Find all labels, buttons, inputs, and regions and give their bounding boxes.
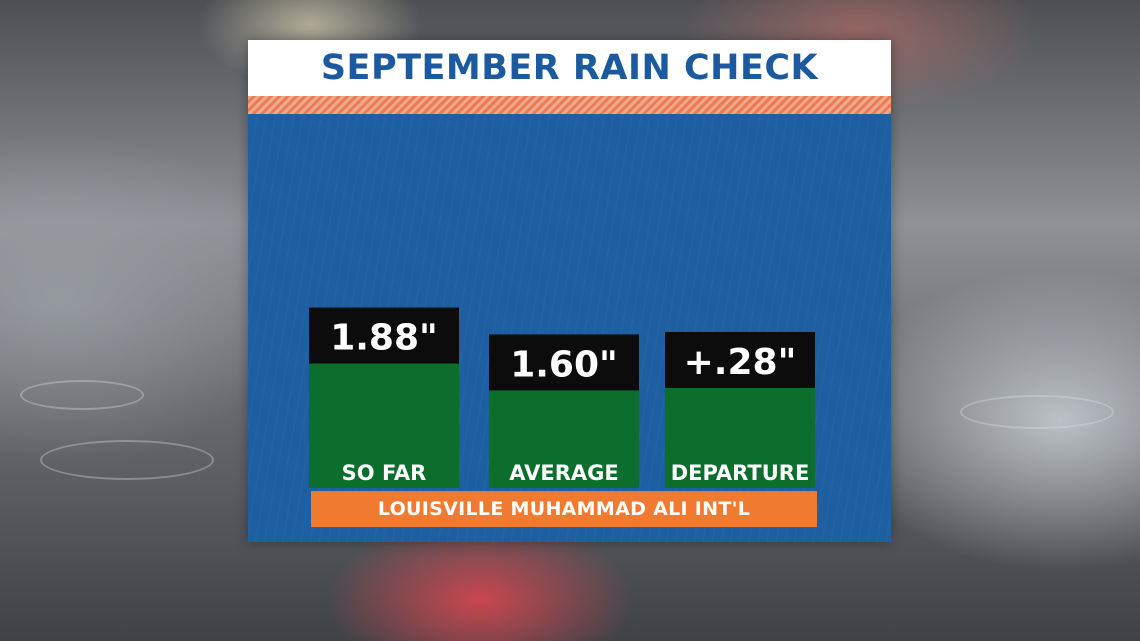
bar-so-far [309,363,459,488]
category-label: SO FAR [342,461,427,485]
water-ripple [20,380,144,410]
decorative-stripe [248,96,891,114]
water-ripple [960,395,1114,429]
category-label: DEPARTURE [671,461,810,485]
value-label: 1.60" [510,344,618,385]
chart-title: SEPTEMBER RAIN CHECK [320,48,819,88]
bar-average [489,390,639,488]
value-label-box [309,307,459,364]
location-banner: LOUISVILLE MUHAMMAD ALI INT'L [311,491,817,527]
bar-departure [665,388,815,488]
category-label: AVERAGE [509,461,618,485]
title-banner: SEPTEMBER RAIN CHECK [248,40,891,96]
value-label-box [665,332,815,388]
location-label: LOUISVILLE MUHAMMAD ALI INT'L [377,498,751,520]
value-label-box [489,334,639,391]
rain-check-panel: SEPTEMBER RAIN CHECK 1.88" SO FAR 1.60" AVE… [248,40,891,542]
value-label: 1.88" [330,318,438,359]
rain-bar-chart: 1.88" SO FAR 1.60" AVERAGE +.28" DEPARTURE [309,307,815,488]
water-ripple [40,440,214,480]
value-label: +.28" [684,342,797,383]
